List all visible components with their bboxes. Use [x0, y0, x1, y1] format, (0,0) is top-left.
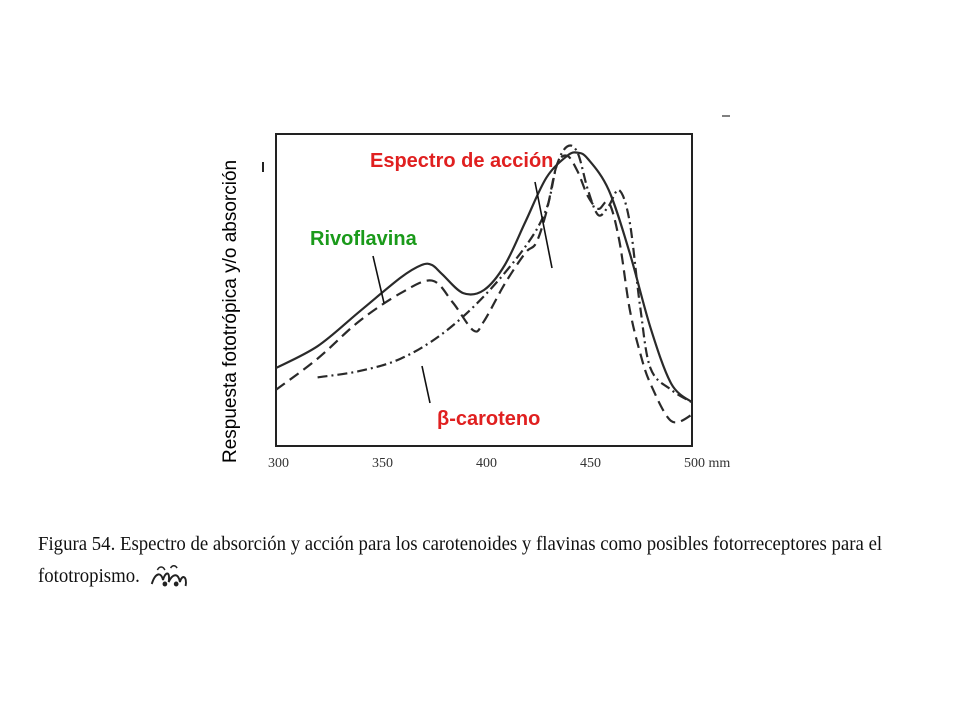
caption-text: Espectro de absorción y acción para los …: [38, 533, 883, 587]
x-tick-label-2: 400: [476, 456, 497, 471]
annotation-beta-caroteno: β-caroteno: [437, 408, 540, 430]
x-tick-label-0: 300: [268, 456, 289, 471]
leader-line-caroteno: [421, 365, 431, 404]
figure-caption: Figura 54. Espectro de absorción y acció…: [38, 528, 903, 592]
y-axis-label: Respuesta fototrópica y/o absorción: [220, 160, 241, 463]
x-tick-layer: 300 350 400 450 500 mm: [268, 456, 730, 471]
plot-frame: [275, 133, 693, 447]
series-line-0: [275, 151, 693, 404]
x-tick-label-3: 450: [580, 456, 601, 471]
leader-line-rivoflavina: [372, 255, 385, 304]
series-line-2: [317, 144, 693, 404]
x-tick-label-4: 500 mm: [684, 456, 730, 471]
floral-ornament-icon: [151, 565, 188, 587]
series-layer: [275, 144, 693, 424]
annotation-rivoflavina: Rivoflavina: [310, 228, 418, 250]
caption-prefix: Figura 54.: [38, 533, 116, 555]
annotation-espectro-de-accion: Espectro de acción: [370, 150, 553, 172]
x-tick-label-1: 350: [372, 456, 393, 471]
leader-line-espectro: [534, 181, 553, 269]
